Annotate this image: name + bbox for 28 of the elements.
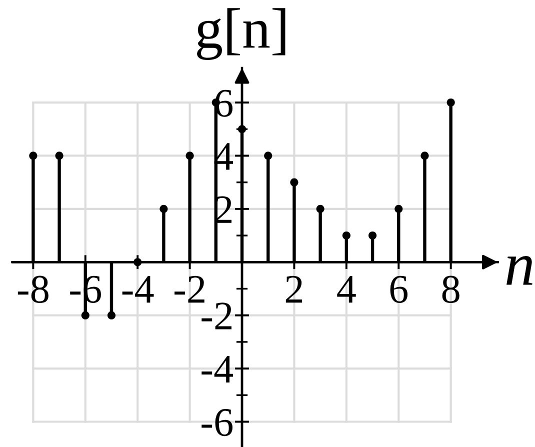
point <box>55 152 64 160</box>
x-axis-title: n <box>506 256 532 285</box>
x-tick-label: 8 <box>442 276 460 303</box>
point <box>107 311 116 320</box>
x-tick-label: 4 <box>337 276 356 303</box>
point <box>264 152 272 160</box>
point <box>134 258 142 266</box>
point <box>81 311 90 320</box>
point <box>394 204 403 213</box>
y-axis-title: g[n] <box>197 8 286 60</box>
x-tick-label: -4 <box>122 276 154 303</box>
point <box>160 204 168 213</box>
y-tick-label: -6 <box>202 409 232 436</box>
point <box>290 178 298 186</box>
point <box>238 125 246 134</box>
point <box>316 204 324 213</box>
x-tick-label: -8 <box>18 276 48 303</box>
point <box>342 231 350 240</box>
point <box>186 152 194 160</box>
y-tick-label: -4 <box>202 356 234 383</box>
point <box>29 152 38 160</box>
x-tick-label: -2 <box>174 276 204 303</box>
point <box>446 98 455 107</box>
x-tick-label: 6 <box>390 276 408 303</box>
y-tick-label: -2 <box>202 302 232 330</box>
x-tick-label: 2 <box>286 276 302 303</box>
point <box>420 152 429 160</box>
point <box>368 231 377 240</box>
